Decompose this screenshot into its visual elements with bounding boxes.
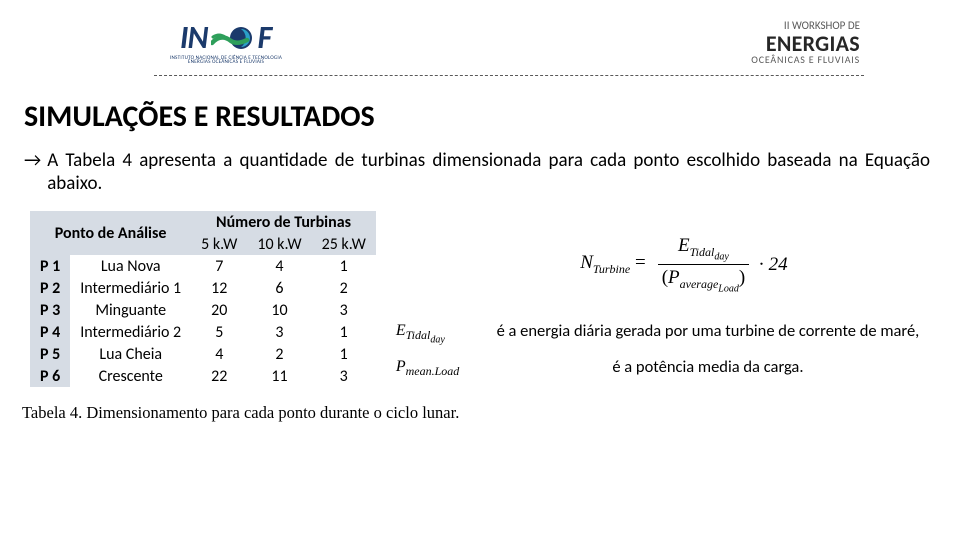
section-title: SIMULAÇÕES E RESULTADOS [24,98,960,135]
equation: NTurbine = ETidalday (PaverageLoad) ∙ 24 [426,235,942,294]
definition-row: ETidalday é a energia diária gerada por … [396,321,942,347]
logo-text-in: IN [180,18,208,57]
table-row: P 1 Lua Nova 7 4 1 [30,255,376,277]
table-header-turbinas: Número de Turbinas [191,211,376,233]
header-right-block: II WORKSHOP DE ENERGIAS OCEÂNICAS E FLUV… [751,18,860,65]
body-paragraph: → A Tabela 4 apresenta a quantidade de t… [24,149,930,195]
table-row: P 5 Lua Cheia 4 2 1 [30,343,376,365]
logo-inof: IN F INSTITUTO NACIONAL DE CIÊNCIA E TEC… [170,18,282,65]
logo-text-f: F [257,18,272,57]
header-right-mid: ENERGIAS [751,32,860,55]
table-row: P 6 Crescente 22 11 3 [30,365,376,387]
table-subheader: 25 k.W [312,233,376,255]
table-caption: Tabela 4. Dimensionamento para cada pont… [22,403,960,423]
definition-row: Pmean.Load é a potência media da carga. [396,357,942,379]
table-row: P 2 Intermediário 1 12 6 2 [30,277,376,299]
table-subheader: 5 k.W [191,233,247,255]
table-subheader: 10 k.W [247,233,311,255]
logo-subtitle-2: ENERGIAS OCEÂNICAS E FLUVIAIS [188,59,264,65]
slide-header: IN F INSTITUTO NACIONAL DE CIÊNCIA E TEC… [0,0,960,65]
table-row: P 3 Minguante 20 10 3 [30,299,376,321]
body-text: A Tabela 4 apresenta a quantidade de tur… [47,149,930,195]
definitions: ETidalday é a energia diária gerada por … [396,321,942,379]
turbine-table: Ponto de Análise Número de Turbinas 5 k.… [30,211,376,387]
divider [154,75,864,76]
table-header-ponto: Ponto de Análise [30,211,191,255]
table-row: P 4 Intermediário 2 5 3 1 [30,321,376,343]
equation-column: NTurbine = ETidalday (PaverageLoad) ∙ 24… [396,211,960,389]
arrow-icon: → [24,149,41,195]
header-right-bot: OCEÂNICAS E FLUVIAIS [751,55,860,66]
logo-wave-icon [211,23,253,53]
content-row: Ponto de Análise Número de Turbinas 5 k.… [30,211,960,389]
